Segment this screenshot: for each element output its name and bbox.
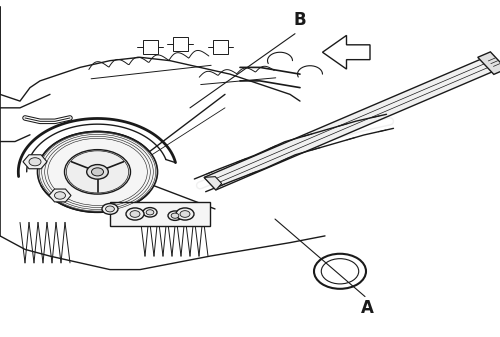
Polygon shape: [142, 40, 158, 54]
Circle shape: [171, 213, 179, 218]
Text: A: A: [361, 299, 374, 317]
Polygon shape: [172, 37, 188, 51]
Circle shape: [38, 131, 158, 212]
Polygon shape: [212, 40, 228, 54]
Polygon shape: [322, 35, 370, 69]
Polygon shape: [49, 189, 71, 202]
Circle shape: [102, 204, 118, 214]
Polygon shape: [204, 58, 496, 190]
Circle shape: [126, 208, 144, 220]
Circle shape: [180, 211, 190, 217]
Circle shape: [54, 192, 66, 199]
Circle shape: [168, 211, 182, 220]
Polygon shape: [110, 202, 210, 226]
Circle shape: [92, 168, 104, 176]
Circle shape: [29, 158, 41, 166]
Circle shape: [146, 210, 154, 215]
Circle shape: [143, 208, 157, 217]
Circle shape: [130, 211, 140, 217]
Text: B: B: [294, 11, 306, 29]
Polygon shape: [478, 52, 500, 74]
Circle shape: [64, 150, 130, 194]
Circle shape: [176, 208, 194, 220]
Circle shape: [86, 164, 108, 179]
Polygon shape: [204, 177, 222, 190]
Circle shape: [106, 206, 114, 212]
Circle shape: [314, 254, 366, 289]
Polygon shape: [23, 155, 47, 169]
